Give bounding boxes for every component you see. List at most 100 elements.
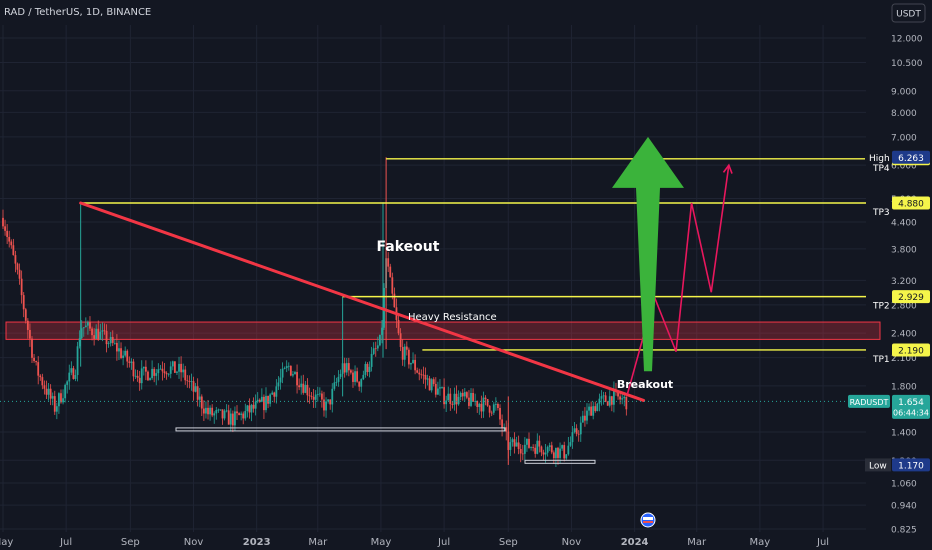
level-price-text: 4.880 [898,200,924,210]
candle-body [213,413,216,416]
candle-body [103,330,106,332]
candle-body [132,361,135,377]
candle-body [267,395,269,404]
candle-body [221,409,224,419]
candle-body [354,371,356,382]
candle-body [499,407,501,420]
candles [2,157,628,467]
candle-body [617,390,619,397]
candle-body [360,379,363,387]
projection-arrowhead [722,163,733,174]
candle-body [186,380,189,382]
candle-body [74,375,77,379]
candle-body [567,445,570,455]
countdown-text: 06:44:34 [893,408,929,417]
candle-body [33,357,35,362]
x-tick-label: Sep [499,537,518,548]
time-axis[interactable]: May Jul Sep Nov 2023 Mar May Jul Sep Nov 2024 Mar Ma… [0,537,829,548]
level-price-badge [892,343,930,357]
candle-body [459,392,462,397]
last-price-text: 1.654 [898,398,924,408]
candle-body [273,392,276,397]
x-tick-label: Mar [687,537,707,548]
candle-body [190,381,193,382]
candle-body [623,396,626,399]
candle-body [436,388,439,395]
candle-body [289,365,292,376]
candle-body [306,384,309,396]
candle-body [89,322,91,329]
fakeout-label: Fakeout [377,239,440,255]
candle-body [511,439,514,443]
y-tick-label: 2.100 [891,354,917,364]
candle-body [548,445,551,448]
candle-body [391,277,394,294]
candle-body [82,327,85,329]
candle-body [443,387,445,405]
candle-body [161,368,164,372]
high-price-text: 6.263 [898,154,924,164]
x-tick-label: Sep [121,537,140,548]
candle-body [579,422,582,435]
annotations: Fakeout Heavy Resistance Breakout [377,239,674,391]
candle-body [588,406,590,411]
candle-body [84,325,87,328]
grid-lines [0,25,866,532]
candle-body [107,343,110,345]
candle-body [492,404,495,413]
event-flag-icon[interactable] [640,512,656,528]
last-symbol-badge [848,394,890,408]
candle-body [538,440,541,447]
candle-body [304,384,307,393]
candle-body [608,396,611,406]
candle-body [571,432,574,443]
candle-body [78,338,81,347]
candle-body [300,383,303,388]
currency-button[interactable]: USDT [891,3,926,23]
candle-body [378,334,381,346]
candle-body [120,348,122,358]
candle-body [310,396,313,397]
candle-body [490,412,493,414]
candle-body [478,403,481,408]
level-name-tp4: TP4 [872,164,890,174]
candle-body [399,333,402,347]
candle-body [180,363,182,373]
level-name-tp1: TP1 [872,355,890,365]
candle-body [188,381,191,382]
candle-body [18,269,21,279]
candle-body [318,393,321,395]
candle-body [256,399,259,402]
candle-body [405,346,408,350]
candle-body [526,438,528,445]
candle-body [14,255,17,264]
candle-body [364,363,367,375]
candle-body [265,395,267,411]
trendline-segment[interactable] [79,201,646,402]
candle-body [428,378,431,391]
candle-body [269,394,272,404]
x-tick-label: Jul [59,537,72,548]
candle-body [376,345,379,349]
last-price-badge [892,394,930,419]
candle-body [372,348,375,354]
y-tick-label: 3.200 [891,277,917,287]
candle-body [534,447,537,454]
candle-body [101,330,104,332]
candle-body [147,371,149,381]
candle-body [250,404,253,413]
candle-body [260,396,263,402]
candle-body [20,278,23,296]
candle-body [455,393,458,405]
candle-body [555,447,557,459]
candle-body [202,408,205,414]
candle-body [151,368,154,379]
trendline[interactable] [79,201,646,402]
candle-body [327,399,330,402]
candle-body [252,404,255,409]
candle-body [519,448,522,454]
price-badges: 2.1902.9294.8806.210High6.263Low1.170RAD… [0,150,930,472]
candle-body [517,442,520,449]
candle-body [227,410,230,425]
